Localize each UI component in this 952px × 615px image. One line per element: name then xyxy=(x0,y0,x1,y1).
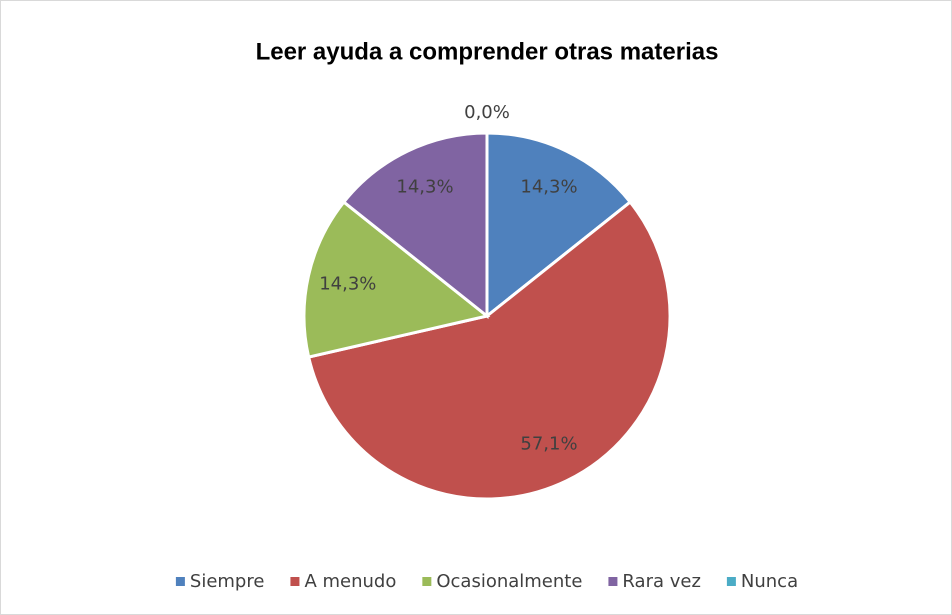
legend-swatch xyxy=(175,577,185,586)
legend-label: Ocasionalmente xyxy=(436,571,582,592)
legend-label: Siempre xyxy=(190,571,265,592)
pie-slice xyxy=(485,131,633,320)
legend-label: Rara vez xyxy=(622,571,700,592)
data-label: 0,0% xyxy=(464,102,510,123)
legend-swatch xyxy=(422,577,432,586)
legend-label: Nunca xyxy=(741,571,798,592)
pie-slice xyxy=(341,131,489,320)
pie-slice xyxy=(302,199,491,359)
legend-swatch xyxy=(726,577,736,586)
data-label: 14,3% xyxy=(396,176,453,197)
legend-swatch xyxy=(608,577,618,586)
legend-swatch xyxy=(290,577,300,586)
pie-slice xyxy=(306,199,672,501)
data-label: 14,3% xyxy=(520,176,577,197)
data-label: 57,1% xyxy=(520,434,577,455)
data-label: 14,3% xyxy=(319,273,376,294)
chart-title: Leer ayuda a comprender otras materias xyxy=(256,38,719,65)
legend-label: A menudo xyxy=(304,571,396,592)
